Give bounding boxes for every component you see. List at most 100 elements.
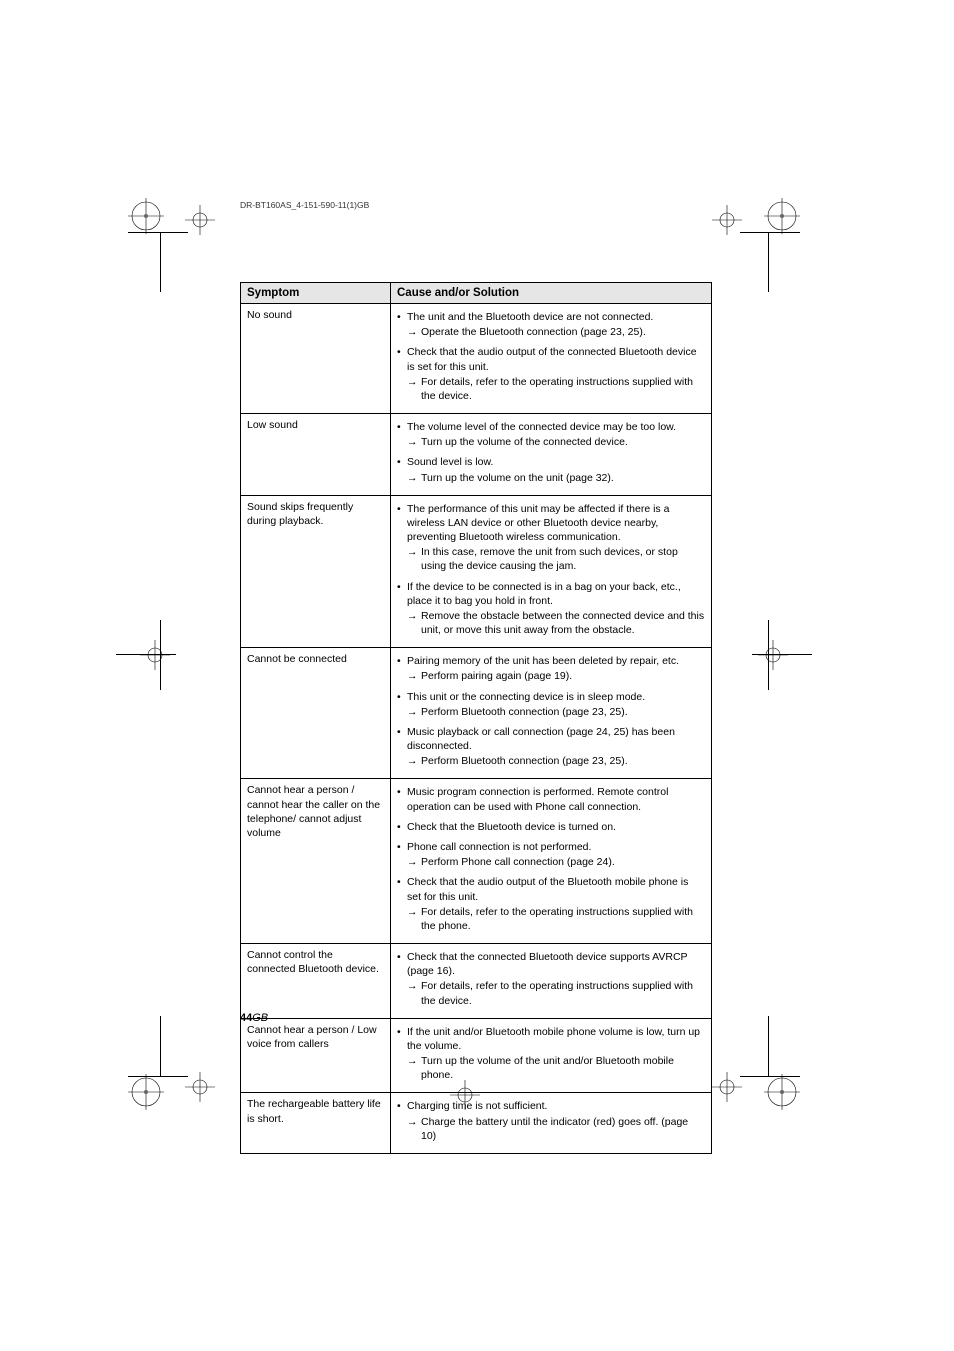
symptom-cell: Sound skips frequently during playback.: [241, 495, 391, 648]
col-header-symptom: Symptom: [241, 283, 391, 304]
arrow-icon: →: [407, 375, 421, 403]
reg-mark-bottom-right: [764, 1074, 800, 1110]
arrow-icon: →: [407, 471, 421, 485]
symptom-cell: Cannot be connected: [241, 648, 391, 779]
cause-text: Check that the audio output of the conne…: [407, 345, 705, 373]
cause-text: Phone call connection is not performed.: [407, 840, 705, 854]
reg-cross-bottom-left: [185, 1072, 215, 1102]
cause-text: The volume level of the connected device…: [407, 420, 705, 434]
cause-text: Check that the connected Bluetooth devic…: [407, 950, 705, 978]
arrow-icon: →: [407, 754, 421, 768]
arrow-icon: →: [407, 1054, 421, 1082]
arrow-icon: →: [407, 669, 421, 683]
page-content: Symptom Cause and/or Solution No sound•T…: [240, 282, 712, 1154]
table-header-row: Symptom Cause and/or Solution: [241, 283, 712, 304]
solution-cell: •The volume level of the connected devic…: [391, 414, 712, 496]
fix-text: Operate the Bluetooth connection (page 2…: [421, 325, 705, 339]
cause-text: Music playback or call connection (page …: [407, 725, 705, 753]
cause-text: Check that the audio output of the Bluet…: [407, 875, 705, 903]
troubleshooting-table: Symptom Cause and/or Solution No sound•T…: [240, 282, 712, 1154]
fix-text: Perform Bluetooth connection (page 23, 2…: [421, 705, 705, 719]
fix-text: Remove the obstacle between the connecte…: [421, 609, 705, 637]
reg-tick: [768, 1016, 769, 1076]
fix-text: For details, refer to the operating inst…: [421, 375, 705, 403]
arrow-icon: →: [407, 979, 421, 1007]
symptom-cell: Cannot hear a person / cannot hear the c…: [241, 779, 391, 944]
bullet-icon: •: [397, 725, 407, 753]
arrow-icon: →: [407, 705, 421, 719]
col-header-solution: Cause and/or Solution: [391, 283, 712, 304]
table-row: No sound•The unit and the Bluetooth devi…: [241, 304, 712, 414]
cause-text: If the device to be connected is in a ba…: [407, 580, 705, 608]
bullet-icon: •: [397, 1025, 407, 1053]
solution-cell: •Charging time is not sufficient.→Charge…: [391, 1093, 712, 1154]
bullet-icon: •: [397, 950, 407, 978]
bullet-icon: •: [397, 455, 407, 469]
fix-text: In this case, remove the unit from such …: [421, 545, 705, 573]
bullet-icon: •: [397, 840, 407, 854]
bullet-icon: •: [397, 580, 407, 608]
symptom-cell: Low sound: [241, 414, 391, 496]
reg-tick: [160, 232, 161, 292]
fix-text: Charge the battery until the indicator (…: [421, 1115, 705, 1143]
cause-text: If the unit and/or Bluetooth mobile phon…: [407, 1025, 705, 1053]
symptom-cell: The rechargeable battery life is short.: [241, 1093, 391, 1154]
bullet-icon: •: [397, 785, 407, 813]
reg-cross-bottom-right: [712, 1072, 742, 1102]
bullet-icon: •: [397, 310, 407, 324]
symptom-cell: Cannot control the connected Bluetooth d…: [241, 944, 391, 1019]
arrow-icon: →: [407, 325, 421, 339]
bullet-icon: •: [397, 420, 407, 434]
reg-mark-top-right: [764, 198, 800, 234]
reg-tick: [740, 1076, 800, 1077]
bullet-icon: •: [397, 345, 407, 373]
reg-tick: [740, 232, 800, 233]
solution-cell: •The unit and the Bluetooth device are n…: [391, 304, 712, 414]
solution-cell: •The performance of this unit may be aff…: [391, 495, 712, 648]
symptom-cell: Cannot hear a person / Low voice from ca…: [241, 1018, 391, 1093]
page-number: 44GB: [240, 1012, 268, 1024]
arrow-icon: →: [407, 855, 421, 869]
fix-text: Perform Bluetooth connection (page 23, 2…: [421, 754, 705, 768]
reg-cross-top-right: [712, 205, 742, 235]
cause-text: The performance of this unit may be affe…: [407, 502, 705, 545]
fix-text: For details, refer to the operating inst…: [421, 905, 705, 933]
symptom-cell: No sound: [241, 304, 391, 414]
table-row: Cannot be connected•Pairing memory of th…: [241, 648, 712, 779]
cause-text: Sound level is low.: [407, 455, 705, 469]
reg-cross-top-left: [185, 205, 215, 235]
reg-mark-bottom-left: [128, 1074, 164, 1110]
fix-text: Turn up the volume of the connected devi…: [421, 435, 705, 449]
arrow-icon: →: [407, 609, 421, 637]
reg-tick: [128, 1076, 188, 1077]
fix-text: Turn up the volume of the unit and/or Bl…: [421, 1054, 705, 1082]
cause-text: This unit or the connecting device is in…: [407, 690, 705, 704]
fix-text: For details, refer to the operating inst…: [421, 979, 705, 1007]
solution-cell: •Pairing memory of the unit has been del…: [391, 648, 712, 779]
solution-cell: •Check that the connected Bluetooth devi…: [391, 944, 712, 1019]
table-row: Cannot control the connected Bluetooth d…: [241, 944, 712, 1019]
arrow-icon: →: [407, 905, 421, 933]
cause-text: The unit and the Bluetooth device are no…: [407, 310, 705, 324]
arrow-icon: →: [407, 435, 421, 449]
bullet-icon: •: [397, 502, 407, 545]
book-header: DR-BT160AS_4-151-590-11(1)GB: [240, 200, 369, 210]
bullet-icon: •: [397, 690, 407, 704]
fix-text: Turn up the volume on the unit (page 32)…: [421, 471, 705, 485]
reg-tick: [160, 1016, 161, 1076]
arrow-icon: →: [407, 1115, 421, 1143]
reg-tick: [768, 232, 769, 292]
bullet-icon: •: [397, 1099, 407, 1113]
reg-tick: [128, 232, 188, 233]
reg-cross-left: [140, 640, 170, 670]
fix-text: Perform Phone call connection (page 24).: [421, 855, 705, 869]
fix-text: Perform pairing again (page 19).: [421, 669, 705, 683]
cause-text: Check that the Bluetooth device is turne…: [407, 820, 705, 834]
bullet-icon: •: [397, 654, 407, 668]
table-row: Sound skips frequently during playback.•…: [241, 495, 712, 648]
bullet-icon: •: [397, 820, 407, 834]
reg-cross-bottom-center: [450, 1080, 480, 1110]
solution-cell: •Music program connection is performed. …: [391, 779, 712, 944]
reg-mark-top-left: [128, 198, 164, 234]
cause-text: Music program connection is performed. R…: [407, 785, 705, 813]
